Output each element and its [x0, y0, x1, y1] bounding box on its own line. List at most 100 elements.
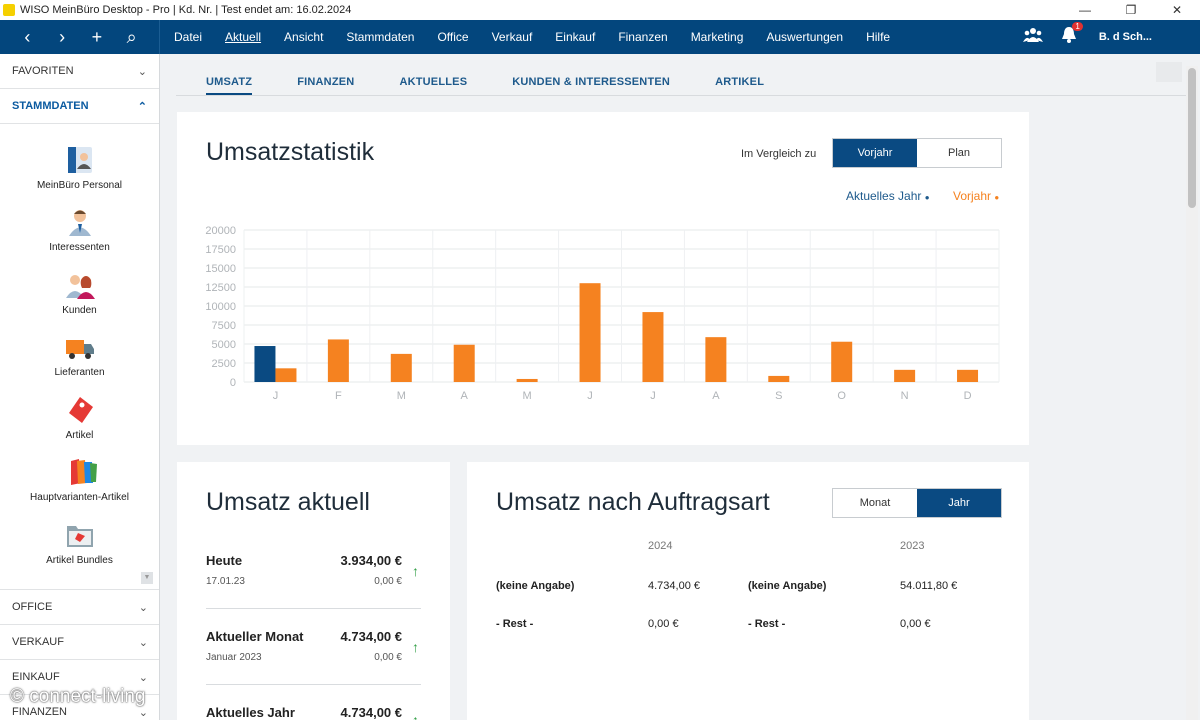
menu-stammdaten[interactable]: Stammdaten — [346, 30, 415, 44]
menu-verkauf[interactable]: Verkauf — [491, 30, 533, 44]
column-2023: 2023 — [900, 540, 925, 552]
sidebar-section-label: STAMMDATEN — [12, 100, 89, 112]
bar-previous-year — [390, 353, 412, 382]
window-controls: — ❐ ✕ — [1062, 0, 1200, 20]
sidebar-item-kunden[interactable]: Kunden — [0, 261, 159, 324]
row-rest-label-2024: - Rest - — [496, 618, 534, 630]
bar-previous-year — [516, 378, 538, 382]
row-monat-value: 4.734,00 € — [340, 629, 402, 644]
search-icon[interactable]: ⌕ — [126, 26, 137, 47]
sidebar-item-artikel[interactable]: Artikel — [0, 386, 159, 449]
sidebar-items: MeinBüro Personal Interessenten Kunden L… — [0, 124, 159, 574]
sidebar-section-einkauf[interactable]: EINKAUF ⌄ — [0, 659, 159, 694]
close-button[interactable]: ✕ — [1171, 3, 1183, 17]
bar-previous-year — [642, 312, 664, 382]
sidebar-item-artikel-bundles[interactable]: Artikel Bundles — [0, 511, 159, 574]
period-toggle: Monat Jahr — [832, 488, 1002, 518]
compare-label: Im Vergleich zu — [741, 148, 817, 160]
chevron-down-icon: ⌄ — [138, 671, 148, 684]
sidebar-item-interessenten[interactable]: Interessenten — [0, 199, 159, 262]
tag-icon — [65, 395, 95, 425]
main-menu: Datei Aktuell Ansicht Stammdaten Office … — [174, 30, 913, 44]
header-right: 1 B. d Sch... — [1005, 20, 1152, 54]
y-tick-label: 20000 — [205, 225, 236, 237]
period-option-monat[interactable]: Monat — [833, 489, 917, 517]
user-name[interactable]: B. d Sch... — [1098, 31, 1152, 43]
trend-up-icon: ↑ — [412, 639, 419, 655]
menu-hilfe[interactable]: Hilfe — [866, 30, 891, 44]
row-keine-angabe-label-2023: (keine Angabe) — [748, 580, 827, 592]
x-tick-label: J — [273, 390, 279, 402]
bar-previous-year — [957, 369, 979, 382]
x-tick-label: M — [397, 390, 406, 402]
sidebar-scroll-down[interactable]: ▼ — [141, 572, 153, 584]
y-tick-label: 12500 — [205, 282, 236, 294]
back-icon[interactable]: ‹ — [24, 26, 31, 47]
bar-previous-year — [453, 344, 475, 382]
notification-bell-icon[interactable]: 1 — [1061, 22, 1083, 48]
sidebar-section-favoriten[interactable]: FAVORITEN ⌄ — [0, 54, 159, 89]
chevron-down-icon: ⌄ — [138, 706, 148, 719]
x-tick-label: M — [523, 390, 532, 402]
menu-marketing[interactable]: Marketing — [690, 30, 744, 44]
customers-icon — [65, 270, 95, 300]
compare-option-plan[interactable]: Plan — [917, 139, 1001, 167]
team-icon[interactable] — [1022, 27, 1043, 48]
sidebar-section-verkauf[interactable]: VERKAUF ⌄ — [0, 624, 159, 659]
sidebar-item-lieferanten[interactable]: Lieferanten — [0, 324, 159, 387]
tab-finanzen[interactable]: FINANZEN — [297, 76, 355, 88]
tab-kunden-interessenten[interactable]: KUNDEN & INTERESSENTEN — [512, 76, 671, 88]
y-tick-label: 10000 — [205, 301, 236, 313]
umsatzstatistik-title: Umsatzstatistik — [206, 138, 375, 166]
period-option-jahr[interactable]: Jahr — [917, 489, 1001, 517]
x-tick-label: J — [587, 390, 593, 402]
sidebar-item-hauptvarianten-artikel[interactable]: Hauptvarianten-Artikel — [0, 449, 159, 512]
sidebar-section-label: FINANZEN — [12, 706, 67, 718]
legend-previous-label: Vorjahr — [953, 189, 992, 203]
sidebar-item-label: Artikel Bundles — [46, 554, 113, 566]
restore-button[interactable]: ❐ — [1125, 3, 1137, 17]
sidebar-item-meinbuero-personal[interactable]: MeinBüro Personal — [0, 136, 159, 199]
tab-aktuelles[interactable]: AKTUELLES — [399, 76, 468, 88]
tab-umsatz[interactable]: UMSATZ — [206, 70, 253, 95]
bar-previous-year — [831, 341, 853, 382]
y-tick-label: 5000 — [212, 339, 236, 351]
forward-icon[interactable]: › — [59, 26, 66, 47]
bar-previous-year — [327, 339, 349, 382]
legend-current-year: Aktuelles Jahr ● — [846, 189, 930, 203]
y-tick-label: 0 — [230, 377, 236, 389]
scrollbar-thumb[interactable] — [1188, 68, 1196, 208]
truck-icon — [65, 332, 95, 362]
row-heute-value: 3.934,00 € — [340, 553, 402, 568]
menu-datei[interactable]: Datei — [174, 30, 203, 44]
chevron-down-icon: ⌄ — [137, 65, 147, 78]
row-keine-angabe-value-2024: 4.734,00 € — [648, 580, 700, 592]
sidebar-section-office[interactable]: OFFICE ⌄ — [0, 589, 159, 624]
compare-option-vorjahr[interactable]: Vorjahr — [833, 139, 917, 167]
tab-artikel[interactable]: ARTIKEL — [715, 76, 765, 88]
menu-office[interactable]: Office — [437, 30, 469, 44]
menu-einkauf[interactable]: Einkauf — [555, 30, 596, 44]
menu-finanzen[interactable]: Finanzen — [618, 30, 668, 44]
sidebar-section-stammdaten[interactable]: STAMMDATEN ⌃ — [0, 89, 159, 124]
menu-aktuell[interactable]: Aktuell — [225, 30, 262, 44]
sidebar-section-label: FAVORITEN — [12, 65, 74, 77]
bar-previous-year — [894, 369, 916, 382]
menu-ansicht[interactable]: Ansicht — [284, 30, 324, 44]
sidebar-section-label: EINKAUF — [12, 671, 60, 683]
menu-auswertungen[interactable]: Auswertungen — [766, 30, 844, 44]
umsatz-bar-chart: 0 2500 5000 7500 10000 12500 15000 17500 20000 J F… — [205, 225, 1000, 402]
sidebar-section-label: OFFICE — [12, 601, 53, 613]
watermark: © connect-living — [10, 686, 146, 707]
add-icon[interactable]: + — [91, 26, 103, 47]
bar-previous-year — [768, 375, 790, 382]
row-heute-date: 17.01.23 — [206, 576, 245, 587]
sidebar-item-label: Hauptvarianten-Artikel — [30, 492, 129, 503]
sidebar-section-finanzen[interactable]: FINANZEN ⌄ — [0, 694, 159, 720]
x-tick-label: F — [335, 390, 342, 402]
main-scrollbar[interactable] — [1186, 66, 1198, 720]
row-keine-angabe-value-2023: 54.011,80 € — [900, 580, 958, 592]
sidebar-item-label: MeinBüro Personal — [36, 179, 123, 191]
legend-current-label: Aktuelles Jahr — [846, 189, 922, 203]
minimize-button[interactable]: — — [1079, 3, 1091, 17]
